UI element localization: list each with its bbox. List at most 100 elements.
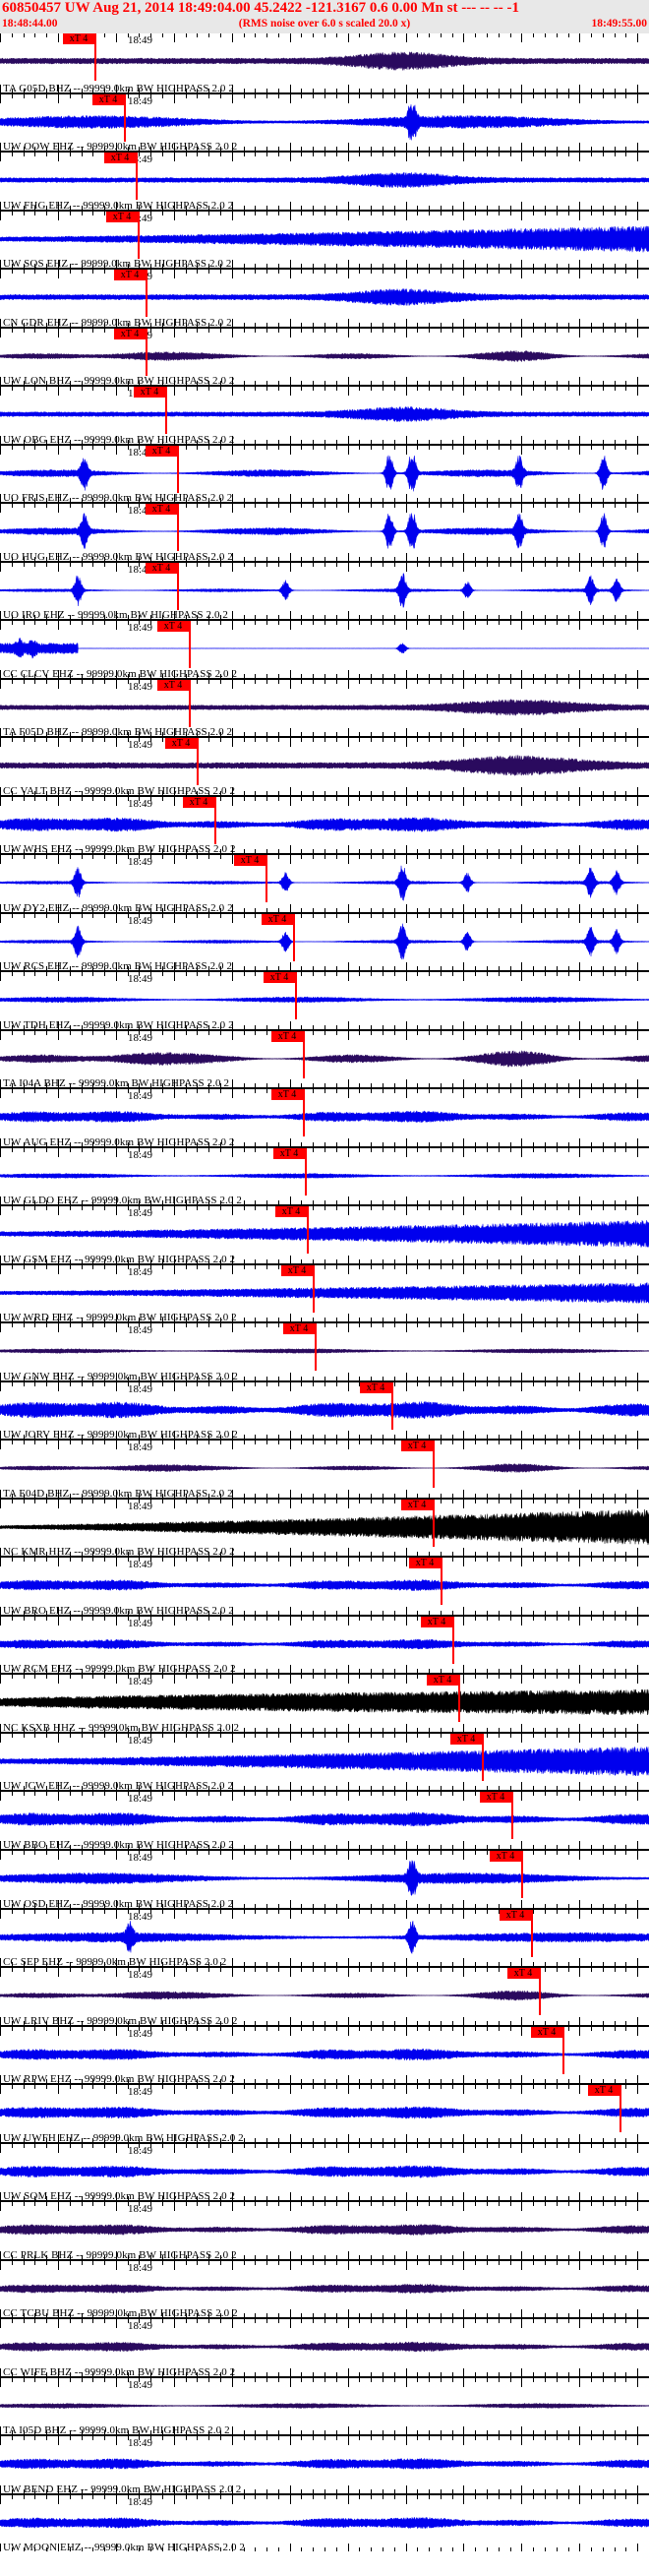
trace-row[interactable]: 18:49 xT 4 UO FRIS EHZ -- 99999.0km BW HIG…: [0, 443, 649, 503]
axis-tick: [185, 264, 187, 269]
axis-tick: [347, 260, 349, 269]
trace-row[interactable]: 18:49 xT 4 UW OSD EHZ -- 99999.0km BW HIGH…: [0, 1848, 649, 1908]
axis-tick: [487, 147, 488, 152]
axis-tick: [591, 2196, 593, 2201]
axis-tick: [173, 1147, 175, 1157]
trace-row[interactable]: 18:49 xT 4 CC CLCV EHZ -- 99999.0km BW HIG…: [0, 619, 649, 678]
axis-tick: [533, 1030, 535, 1035]
axis-tick: [208, 1206, 210, 1211]
axis-tick: [567, 1089, 569, 1094]
axis-tick: [567, 556, 569, 561]
trace-row[interactable]: 18:49 xT 4 TA G05D BHZ -- 99999.0km BW HIG…: [0, 33, 649, 92]
trace-row[interactable]: 18:49 xT 4 TA I04A BHZ -- 99999.0km BW HIG…: [0, 1028, 649, 1088]
trace-row[interactable]: 18:49 xT 4 UO HUG EHZ -- 99999.0km BW HIGH…: [0, 502, 649, 561]
axis-tick: [602, 1141, 604, 1146]
trace-row[interactable]: 18:49 xT 4 UW GSM EHZ -- 99999.0km BW HIGH…: [0, 1204, 649, 1263]
axis-tick: [335, 796, 337, 801]
trace-row[interactable]: 18:49 xT 4 TA E04D BHZ -- 99999.0km BW HIG…: [0, 1439, 649, 1498]
trace-row[interactable]: 18:49 xT 4 UW JCW EHZ -- 99999.0km BW HIGH…: [0, 1731, 649, 1791]
axis-tick: [429, 1610, 431, 1615]
trace-row[interactable]: 18:49 xT 4 UW DY2 EHZ -- 99999.0km BW HIGH…: [0, 853, 649, 912]
axis-tick: [139, 2079, 141, 2084]
trace-row[interactable]: 18:49 xT 4 UW BRO EHZ -- 99999.0km BW HIGH…: [0, 1556, 649, 1615]
axis-tick: [162, 2137, 163, 2142]
axis-tick: [173, 2426, 175, 2435]
axis-tick: [487, 2026, 488, 2031]
axis-tick: [46, 1264, 48, 1269]
axis-tick: [579, 562, 581, 572]
trace-row[interactable]: 18:49 TA I05D BHZ -- 99999.0km BW HIGHPAS…: [0, 2375, 649, 2435]
axis-tick: [509, 2260, 511, 2265]
trace-row[interactable]: 18:49 xT 4 UW RPW EHZ -- 99999.0km BW HIGH…: [0, 2024, 649, 2084]
trace-row[interactable]: 18:49 xT 4 NC KMR HHZ -- 99999.0km BW HIGH…: [0, 1497, 649, 1557]
axis-tick: [359, 2143, 361, 2148]
trace-row[interactable]: 18:49 xT 4 UW SQS EHZ -- 99999.0km BW HIGH…: [0, 209, 649, 269]
trace-row[interactable]: 18:49 xT 4 UW WHS EHZ -- 99999.0km BW HIGH…: [0, 794, 649, 854]
axis-tick: [139, 1381, 141, 1386]
axis-tick: [219, 966, 221, 971]
axis-tick: [69, 270, 71, 275]
axis-tick: [266, 1786, 268, 1791]
trace-row[interactable]: 18:49 xT 4 UO IRO EHZ -- 99999.0km BW HIGH…: [0, 560, 649, 620]
trace-row[interactable]: 18:49 xT 4 UW JORV EHZ -- 99999.0km BW HIG…: [0, 1380, 649, 1440]
axis-tick: [625, 615, 627, 620]
trace-row[interactable]: 18:49 xT 4 CC VALT BHZ -- 99999.0km BW HIG…: [0, 736, 649, 795]
axis-tick: [92, 2313, 94, 2318]
trace-row[interactable]: 18:49 xT 4 UW GLDO EHZ -- 99999.0km BW HIG…: [0, 1145, 649, 1205]
axis-tick: [567, 2313, 569, 2318]
trace-row[interactable]: 18:49 UW BEND EHZ -- 99999.0km BW HIGHPAS…: [0, 2434, 649, 2493]
axis-tick: [46, 270, 48, 275]
trace-row[interactable]: 18:49 xT 4 UW AUG EHZ -- 99999.0km BW HIGH…: [0, 1087, 649, 1146]
trace-row[interactable]: 18:49 UW SQM EHZ -- 99999.0km BW HIGHPASS…: [0, 2141, 649, 2201]
axis-tick: [521, 1616, 523, 1625]
trace-row[interactable]: 18:49 xT 4 UW RCM EHZ -- 99999.0km BW HIGH…: [0, 1614, 649, 1674]
bottom-tick-row: [0, 2250, 649, 2259]
axis-tick: [313, 679, 315, 684]
axis-tick: [556, 2377, 558, 2382]
axis-tick: [92, 2079, 94, 2084]
time-axis: 18:49: [0, 1264, 649, 1278]
axis-tick: [509, 1376, 511, 1380]
axis-tick: [579, 1372, 581, 1380]
axis-tick: [475, 2143, 477, 2148]
axis-tick: [127, 621, 129, 626]
axis-tick: [162, 2313, 163, 2318]
axis-tick: [602, 1844, 604, 1849]
axis-tick: [92, 328, 94, 333]
axis-tick: [81, 1733, 83, 1738]
axis-tick: [266, 849, 268, 854]
trace-row[interactable]: 18:49 xT 4 UW LRIV BHZ -- 99999.0km BW HIG…: [0, 1966, 649, 2025]
axis-tick: [197, 88, 199, 92]
trace-row[interactable]: 18:49 xT 4 UW WRD EHZ -- 99999.0km BW HIGH…: [0, 1262, 649, 1322]
trace-row[interactable]: 18:49 xT 4 UW GNW BHZ -- 99999.0km BW HIGH…: [0, 1321, 649, 1380]
trace-row[interactable]: 18:49 xT 4 UW FHG EHZ -- 99999.0km BW HIGH…: [0, 151, 649, 210]
axis-tick: [347, 2250, 349, 2259]
axis-tick: [23, 328, 25, 333]
trace-row[interactable]: 18:49 CC PRLK BHZ -- 99999.0km BW HIGHPAS…: [0, 2200, 649, 2259]
trace-row[interactable]: 18:49 xT 4 UW TDH EHZ -- 99999.0km BW HIGH…: [0, 970, 649, 1029]
axis-tick: [11, 1318, 13, 1322]
axis-tick: [567, 1675, 569, 1680]
axis-tick: [382, 1493, 384, 1498]
trace-row[interactable]: 18:49 CC WIFE BHZ -- 99999.0km BW HIGHPAS…: [0, 2317, 649, 2376]
axis-tick: [521, 2192, 523, 2201]
xt-marker-line: [539, 1968, 541, 2016]
axis-tick: [359, 2026, 361, 2031]
axis-tick: [335, 1499, 337, 1503]
trace-row[interactable]: 18:49 xT 4 CC SEP EHZ -- 99999.0km BW HIGH…: [0, 1907, 649, 1967]
axis-tick: [579, 1782, 581, 1791]
trace-row[interactable]: 18:49 xT 4 NC KSXB HHZ -- 99999.0km BW HIG…: [0, 1673, 649, 1732]
trace-row[interactable]: 18:49 xT 4 TA F05D BHZ -- 99999.0km BW HIG…: [0, 677, 649, 737]
trace-row[interactable]: 18:49 xT 4 UW BBO EHZ -- 99999.0km BW HIGH…: [0, 1790, 649, 1849]
axis-tick: [255, 2026, 257, 2031]
trace-row[interactable]: 18:49 CC TCBU BHZ -- 99999.0km BW HIGHPAS…: [0, 2258, 649, 2318]
axis-tick: [277, 2430, 279, 2435]
axis-tick: [544, 2430, 546, 2435]
trace-row[interactable]: 18:49 xT 4 UW OOW EHZ -- 99999.0km BW HIGH…: [0, 92, 649, 152]
trace-row[interactable]: 18:49 xT 4 UW RCS EHZ -- 99999.0km BW HIGH…: [0, 911, 649, 971]
axis-tick: [11, 1083, 13, 1088]
trace-row[interactable]: 18:49 xT 4 UW UWFH EHZ -- 99999.0km BW HIG…: [0, 2083, 649, 2142]
